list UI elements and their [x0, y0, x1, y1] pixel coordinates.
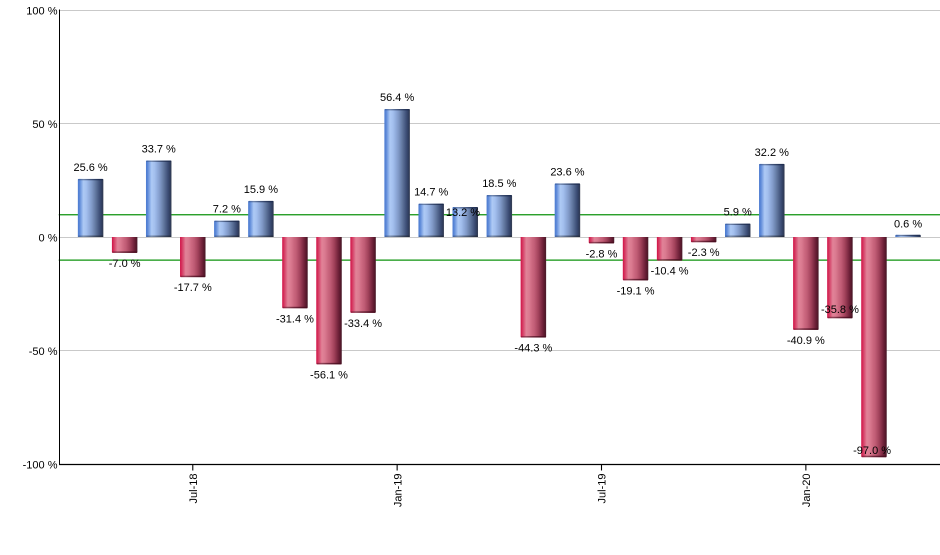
svg-text:0 %: 0 % [39, 233, 58, 245]
svg-text:56.4 %: 56.4 % [380, 92, 414, 104]
svg-text:14.7 %: 14.7 % [414, 187, 448, 199]
svg-text:-10.4 %: -10.4 % [651, 266, 689, 278]
svg-text:-50 %: -50 % [29, 346, 58, 358]
svg-text:Jan-20: Jan-20 [801, 474, 813, 508]
svg-text:100 %: 100 % [26, 6, 57, 18]
svg-text:5.9 %: 5.9 % [724, 207, 752, 219]
svg-text:0.6 %: 0.6 % [894, 219, 922, 231]
svg-text:-33.4 %: -33.4 % [344, 318, 382, 330]
svg-text:18.5 %: 18.5 % [482, 178, 516, 190]
svg-text:-7.0 %: -7.0 % [109, 258, 141, 270]
svg-text:-97.0 %: -97.0 % [853, 445, 891, 457]
svg-text:-19.1 %: -19.1 % [617, 285, 655, 297]
svg-text:-2.8 %: -2.8 % [586, 248, 618, 260]
svg-text:-2.3 %: -2.3 % [688, 247, 720, 259]
svg-text:-17.7 %: -17.7 % [174, 282, 212, 294]
svg-text:32.2 %: 32.2 % [755, 147, 789, 159]
svg-text:25.6 %: 25.6 % [73, 162, 107, 174]
svg-text:-35.8 %: -35.8 % [821, 304, 859, 316]
svg-text:-100 %: -100 % [23, 460, 58, 472]
svg-text:-40.9 %: -40.9 % [787, 335, 825, 347]
svg-text:33.7 %: 33.7 % [142, 144, 176, 156]
svg-text:Jul-18: Jul-18 [188, 474, 200, 504]
svg-text:-31.4 %: -31.4 % [276, 313, 314, 325]
svg-text:-56.1 %: -56.1 % [310, 369, 348, 381]
svg-text:Jan-19: Jan-19 [392, 474, 404, 508]
svg-text:Jul-19: Jul-19 [597, 474, 609, 504]
svg-text:15.9 %: 15.9 % [244, 184, 278, 196]
svg-text:50 %: 50 % [32, 119, 57, 131]
svg-text:13.2 %: 13.2 % [446, 207, 480, 219]
svg-text:-44.3 %: -44.3 % [514, 343, 552, 355]
svg-text:7.2 %: 7.2 % [213, 204, 241, 216]
svg-text:23.6 %: 23.6 % [550, 166, 584, 178]
